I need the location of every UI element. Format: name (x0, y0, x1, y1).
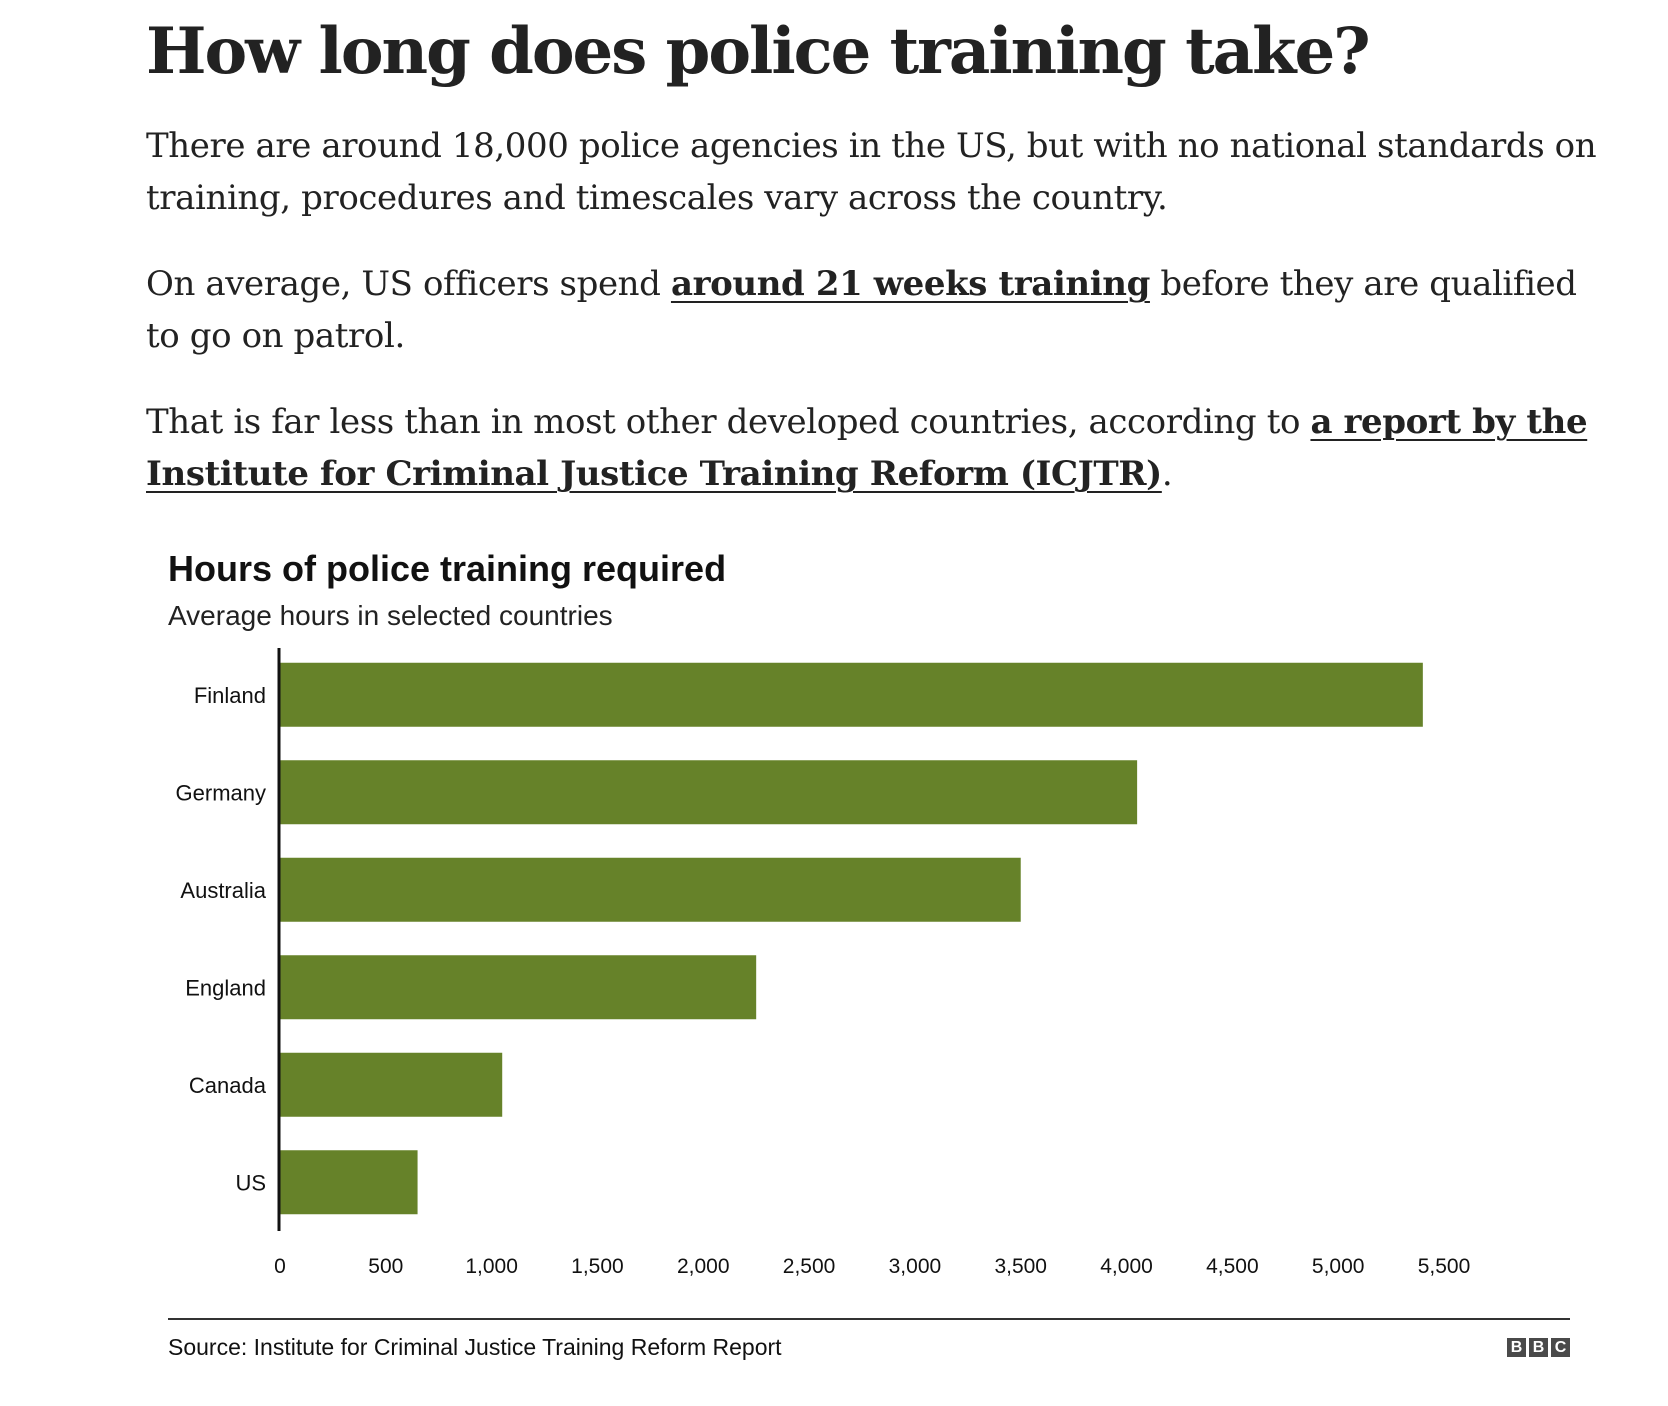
x-tick-label: 2,500 (783, 1255, 836, 1278)
article: How long does police training take? Ther… (146, 10, 1616, 494)
x-tick-label: 3,000 (889, 1255, 942, 1278)
training-hours-chart: Hours of police training required Averag… (168, 548, 1570, 1368)
x-tick-label: 0 (274, 1255, 286, 1278)
bar-canada (280, 1052, 503, 1117)
chart-source: Source: Institute for Criminal Justice T… (168, 1334, 782, 1360)
paragraph-text-after: before they are qualified to go on patro… (146, 264, 1577, 356)
x-tick-label: 3,500 (994, 1255, 1047, 1278)
category-label: Canada (189, 1073, 267, 1098)
x-tick-label: 4,500 (1206, 1255, 1259, 1278)
bar-chart-plot: Finland Germany Australia England Canada US 0 5… (176, 648, 1471, 1278)
paragraph-text-after: . (1161, 454, 1173, 494)
category-label: Finland (194, 683, 266, 708)
chart-footer-divider (168, 1318, 1570, 1320)
icjtr-report-link[interactable]: a report by the Institute for Criminal J… (146, 402, 1588, 494)
bbc-logo: B B C (1507, 1338, 1570, 1357)
chart-subtitle: Average hours in selected countries (168, 600, 613, 631)
bar-us (280, 1150, 418, 1215)
paragraph-text: There are around 18,000 police agencies … (146, 126, 1597, 218)
bar-england (280, 955, 757, 1020)
paragraph-text-before: That is far less than in most other deve… (146, 402, 1311, 442)
x-tick-label: 2,000 (677, 1255, 730, 1278)
bbc-logo-letter: B (1507, 1338, 1526, 1357)
x-tick-label: 4,000 (1100, 1255, 1153, 1278)
category-label: Australia (180, 878, 266, 903)
x-tick-label: 500 (368, 1255, 403, 1278)
paragraph-average-training: On average, US officers spend around 21 … (146, 258, 1616, 362)
chart-title: Hours of police training required (168, 548, 727, 589)
category-label: England (185, 975, 266, 1000)
category-label: US (235, 1170, 266, 1195)
category-label: Germany (176, 780, 266, 805)
x-tick-label: 5,000 (1312, 1255, 1365, 1278)
bbc-logo-letter: C (1551, 1338, 1570, 1357)
paragraph-agencies: There are around 18,000 police agencies … (146, 120, 1616, 224)
bar-germany (280, 760, 1138, 825)
bar-finland (280, 662, 1423, 727)
article-headline: How long does police training take? (146, 14, 1371, 89)
x-tick-label: 1,500 (571, 1255, 624, 1278)
paragraph-icjtr-report: That is far less than in most other deve… (146, 396, 1616, 500)
x-tick-label: 5,500 (1418, 1255, 1471, 1278)
x-tick-label: 1,000 (465, 1255, 518, 1278)
bbc-logo-letter: B (1529, 1338, 1548, 1357)
training-weeks-link[interactable]: around 21 weeks training (670, 264, 1150, 304)
bar-australia (280, 857, 1021, 922)
paragraph-text-before: On average, US officers spend (146, 264, 671, 304)
